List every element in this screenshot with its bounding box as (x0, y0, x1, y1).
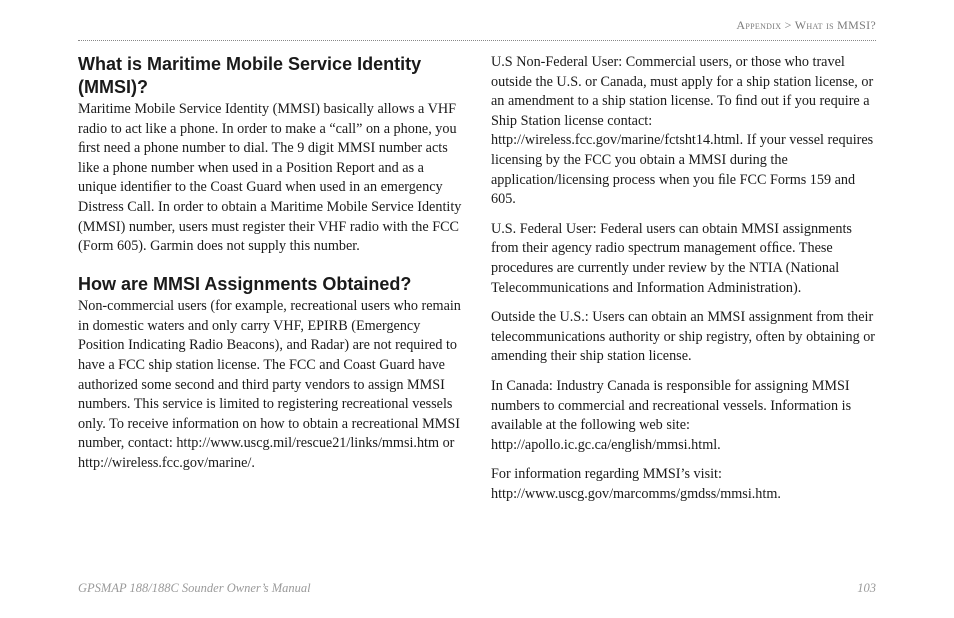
divider (78, 40, 876, 41)
left-column: What is Maritime Mobile Service Identity… (78, 53, 463, 504)
paragraph: Maritime Mobile Service Identity (MMSI) … (78, 100, 463, 257)
breadcrumb-section: Appendix (736, 18, 781, 32)
breadcrumb: Appendix > What is MMSI? (736, 18, 876, 33)
heading-assignments: How are MMSI Assignments Obtained? (78, 273, 463, 296)
paragraph: In Canada: Industry Canada is responsibl… (491, 377, 876, 455)
page-footer: GPSMAP 188/188C Sounder Owner’s Manual 1… (78, 581, 876, 596)
page-number: 103 (857, 581, 876, 596)
heading-mmsi: What is Maritime Mobile Service Identity… (78, 53, 463, 98)
paragraph: U.S Non-Federal User: Commercial users, … (491, 53, 876, 210)
paragraph: Non-commercial users (for example, recre… (78, 297, 463, 473)
breadcrumb-separator: > (785, 18, 792, 32)
content-columns: What is Maritime Mobile Service Identity… (78, 53, 876, 504)
footer-title: GPSMAP 188/188C Sounder Owner’s Manual (78, 581, 311, 596)
paragraph: U.S. Federal User: Federal users can obt… (491, 220, 876, 298)
paragraph: For information regarding MMSI’s visit: … (491, 465, 876, 504)
right-column: U.S Non-Federal User: Commercial users, … (491, 53, 876, 504)
breadcrumb-page: What is MMSI? (795, 18, 876, 32)
paragraph: Outside the U.S.: Users can obtain an MM… (491, 308, 876, 367)
